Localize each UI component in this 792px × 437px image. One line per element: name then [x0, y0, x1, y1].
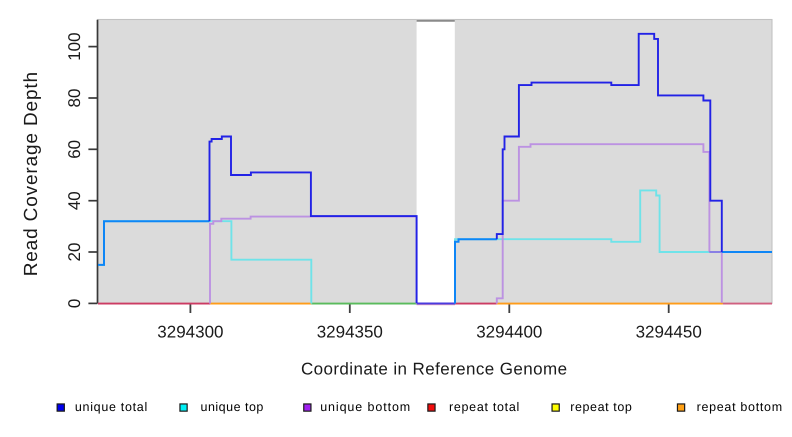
svg-text:unique top: unique top	[201, 400, 264, 414]
svg-text:unique total: unique total	[75, 400, 148, 414]
svg-text:80: 80	[65, 89, 84, 108]
svg-text:40: 40	[65, 191, 84, 210]
svg-text:repeat bottom: repeat bottom	[697, 400, 783, 414]
svg-text:repeat top: repeat top	[570, 400, 632, 414]
svg-text:3294450: 3294450	[636, 323, 702, 342]
svg-text:Coordinate in Reference Genome: Coordinate in Reference Genome	[301, 359, 568, 378]
svg-text:3294400: 3294400	[476, 323, 542, 342]
svg-text:unique bottom: unique bottom	[320, 400, 411, 414]
svg-text:Read Coverage Depth: Read Coverage Depth	[21, 71, 42, 276]
svg-text:100: 100	[65, 32, 84, 60]
svg-text:60: 60	[65, 140, 84, 159]
svg-text:3294300: 3294300	[157, 323, 223, 342]
svg-text:3294350: 3294350	[317, 323, 383, 342]
svg-text:20: 20	[65, 243, 84, 262]
svg-text:repeat total: repeat total	[449, 400, 520, 414]
svg-text:0: 0	[65, 299, 84, 308]
